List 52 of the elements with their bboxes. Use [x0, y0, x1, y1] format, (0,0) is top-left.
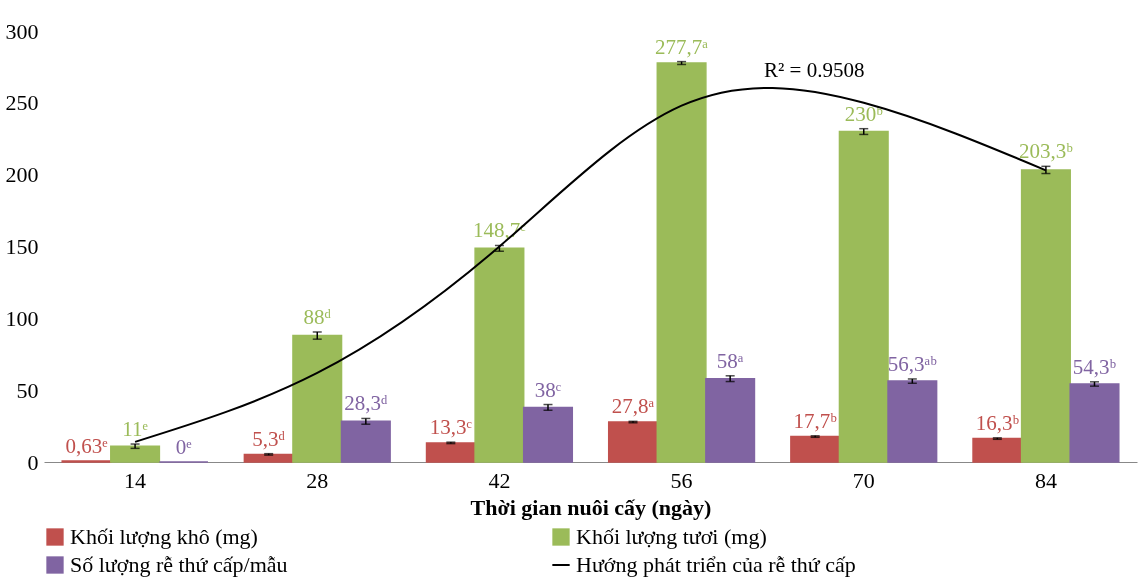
data-label: 16,3ᵇ: [975, 410, 1020, 435]
y-tick-label: 0: [27, 449, 39, 475]
data-label: 56,3ᵃᵇ: [887, 351, 938, 376]
data-label: 0,63ᵉ: [65, 434, 109, 459]
data-label: 88ᵈ: [303, 304, 332, 329]
data-label: 0ᵉ: [175, 435, 193, 459]
legend-label: Hướng phát triển của rễ thứ cấp: [576, 552, 856, 577]
legend-label: Khối lượng tươi (mg): [576, 524, 767, 549]
data-label: 17,7ᵇ: [793, 408, 838, 433]
x-tick-label: 84: [1034, 467, 1057, 493]
data-label: 203,3ᵇ: [1019, 139, 1074, 164]
x-tick-label: 28: [306, 467, 329, 493]
bar: [838, 130, 889, 463]
legend-label: Khối lượng khô (mg): [70, 524, 258, 549]
bar: [705, 377, 756, 463]
data-label: 28,3ᵈ: [344, 391, 388, 416]
bar: [607, 421, 659, 463]
bar: [972, 437, 1023, 463]
bar: [1069, 383, 1120, 463]
x-tick-label: 70: [852, 467, 875, 493]
y-tick-label: 50: [16, 377, 39, 403]
bar: [292, 334, 343, 463]
data-label: 11ᵉ: [122, 417, 149, 442]
data-label: 38ᶜ: [534, 377, 562, 402]
bar: [340, 420, 391, 463]
legend-label: Số lượng rễ thứ cấp/mẫu: [70, 552, 288, 577]
data-label: 277,7ᵃ: [655, 34, 709, 59]
y-tick-label: 150: [5, 234, 39, 259]
bar: [1020, 169, 1071, 463]
bar: [887, 380, 938, 463]
bar: [790, 435, 841, 463]
x-tick-label: 14: [124, 467, 147, 493]
bar: [522, 406, 574, 463]
x-tick-label: 42: [488, 467, 511, 493]
data-label: 58ᵃ: [716, 348, 744, 373]
data-label: 230ᵇ: [844, 101, 884, 126]
bar: [656, 62, 707, 463]
bar: [110, 445, 161, 463]
data-label: 54,3ᵇ: [1072, 354, 1117, 379]
data-label: 5,3ᵈ: [252, 426, 286, 451]
y-tick-label: 100: [5, 305, 39, 331]
y-tick-label: 300: [5, 18, 39, 44]
bar: [425, 442, 476, 463]
x-axis-title: Thời gian nuôi cấy (ngày): [470, 494, 712, 520]
y-tick-label: 200: [5, 162, 39, 188]
annotation: R² = 0.9508: [764, 58, 865, 82]
bar: [474, 247, 525, 463]
y-tick-label: 250: [5, 90, 39, 116]
x-tick-label: 56: [670, 467, 693, 493]
data-label: 27,8ᵃ: [611, 394, 655, 419]
bar: [243, 453, 294, 463]
data-label: 13,3ᶜ: [429, 415, 473, 440]
